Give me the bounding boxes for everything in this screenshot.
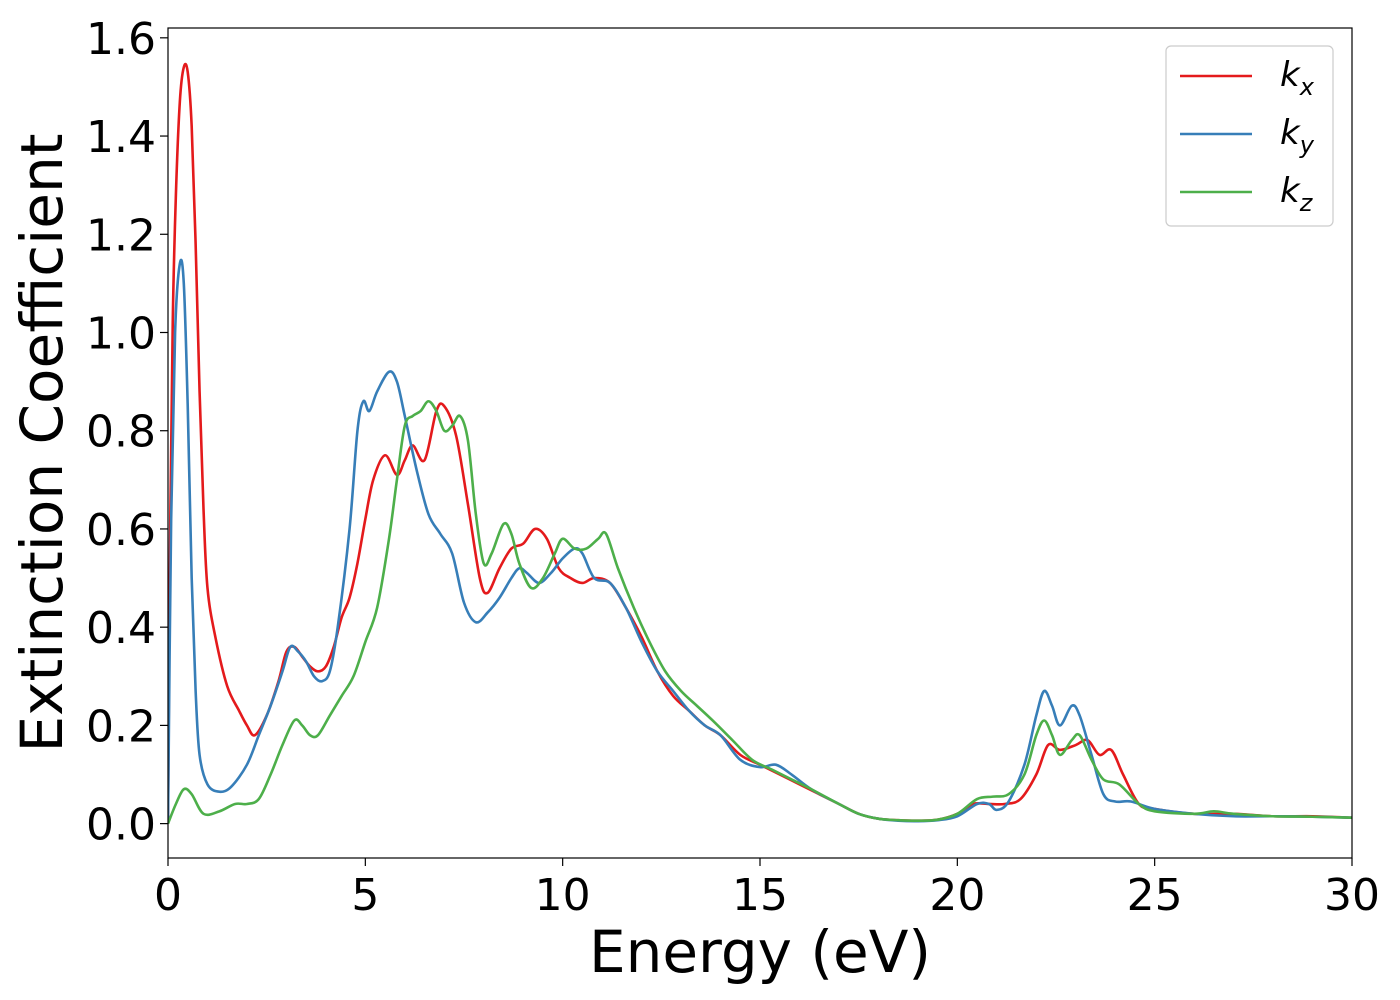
x-tick-label: 20 bbox=[929, 870, 985, 921]
x-axis: 0 5 10 15 20 25 30 bbox=[154, 858, 1380, 921]
legend-label-subscript: y bbox=[1299, 131, 1315, 159]
y-axis: 0.0 0.2 0.4 0.6 0.8 1.0 1.2 1.4 1.6 bbox=[86, 14, 168, 851]
y-tick-label: 1.2 bbox=[86, 210, 156, 261]
series-line-kz bbox=[168, 399, 1352, 825]
y-tick-label: 0.6 bbox=[86, 505, 156, 556]
x-axis-title: Energy (eV) bbox=[589, 918, 931, 986]
series-line-ky bbox=[168, 258, 1352, 824]
y-tick-label: 0.2 bbox=[86, 701, 156, 752]
x-tick-label: 5 bbox=[351, 870, 379, 921]
y-tick-label: 1.4 bbox=[86, 112, 156, 163]
legend-box bbox=[1165, 45, 1334, 227]
y-tick-label: 1.6 bbox=[86, 14, 156, 65]
x-tick-label: 10 bbox=[535, 870, 591, 921]
legend-label-kz: kz bbox=[1280, 171, 1314, 217]
y-tick-label: 0.8 bbox=[86, 407, 156, 458]
legend-label-subscript: x bbox=[1299, 73, 1315, 101]
y-tick-label: 0.4 bbox=[86, 603, 156, 654]
legend-label-base: k bbox=[1280, 55, 1301, 95]
x-tick-label: 0 bbox=[154, 870, 182, 921]
y-axis-title: Extinction Coefficient bbox=[8, 134, 76, 753]
legend-label-base: k bbox=[1280, 171, 1301, 211]
x-tick-label: 15 bbox=[732, 870, 788, 921]
y-tick-label: 0.0 bbox=[86, 800, 156, 851]
x-tick-label: 30 bbox=[1324, 870, 1380, 921]
legend-label-subscript: z bbox=[1299, 189, 1314, 217]
series-layer bbox=[168, 62, 1352, 825]
y-tick-label: 1.0 bbox=[86, 308, 156, 359]
legend-label-kx: kx bbox=[1280, 55, 1315, 101]
legend-label-ky: ky bbox=[1280, 113, 1315, 159]
legend-label-base: k bbox=[1280, 113, 1301, 153]
series-line-kx bbox=[168, 62, 1352, 824]
x-tick-label: 25 bbox=[1127, 870, 1183, 921]
